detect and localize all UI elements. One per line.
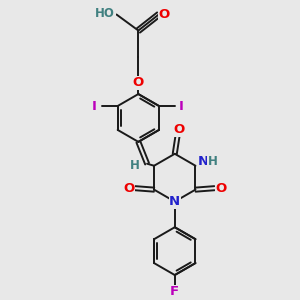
Text: H: H [130, 159, 140, 172]
Text: HO: HO [95, 7, 115, 20]
Text: O: O [123, 182, 134, 195]
Text: N: N [198, 155, 209, 168]
Text: I: I [92, 100, 97, 112]
Text: O: O [158, 8, 169, 21]
Text: O: O [215, 182, 226, 195]
Text: H: H [207, 155, 217, 168]
Text: F: F [170, 285, 179, 298]
Text: I: I [179, 100, 184, 112]
Text: O: O [133, 76, 144, 89]
Text: O: O [173, 123, 185, 136]
Text: N: N [169, 195, 180, 208]
